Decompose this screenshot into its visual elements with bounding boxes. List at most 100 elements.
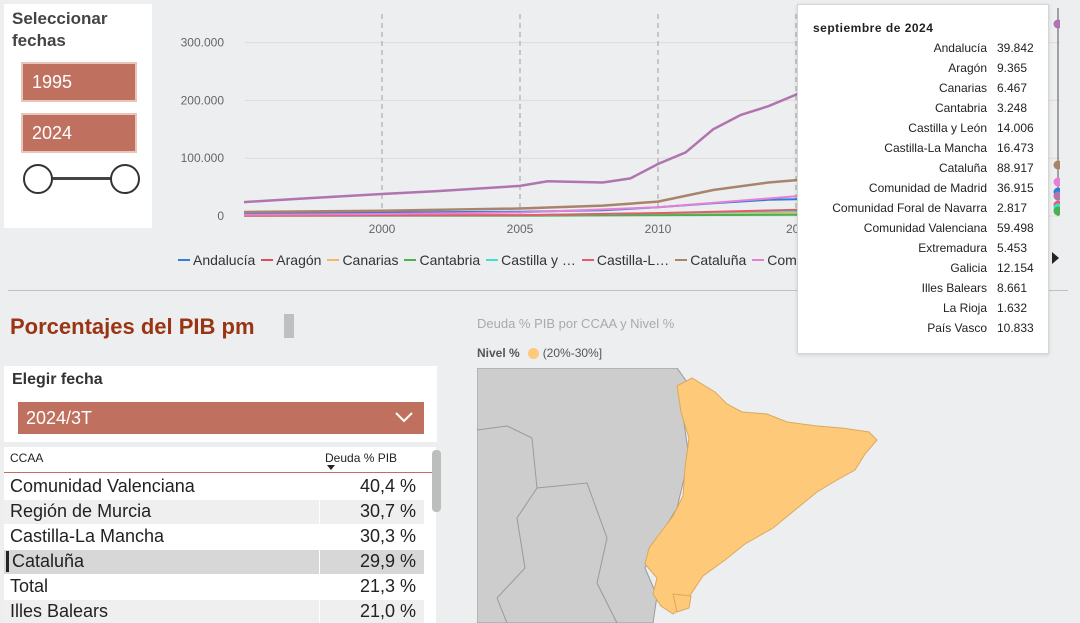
table-row[interactable]: Illes Balears 21,0 %	[4, 600, 424, 623]
tooltip-row: Comunidad Foral de Navarra 2.817	[798, 201, 1050, 221]
tooltip-row-name: Comunidad Foral de Navarra	[832, 201, 987, 215]
tooltip-row: Cataluña 88.917	[798, 161, 1050, 181]
legend-label: Canarias	[342, 252, 399, 268]
table-cell-debt: 40,4 %	[359, 476, 416, 496]
column-header-debt[interactable]: Deuda % PIB	[325, 451, 398, 465]
legend-label: Andalucía	[193, 252, 256, 268]
tooltip-row: Comunidad de Madrid 36.915	[798, 181, 1050, 201]
legend-label: Com	[767, 252, 797, 268]
tooltip-row-name: Castilla y León	[908, 121, 987, 135]
legend-label: Castilla y …	[501, 252, 576, 268]
legend-item[interactable]: Castilla-L…	[581, 250, 669, 270]
table-cell-ccaa: Total	[10, 576, 49, 596]
series-line-castilla-l-[interactable]	[243, 208, 824, 217]
tooltip-row-name: Comunidad de Madrid	[868, 181, 987, 195]
map-legend-label[interactable]: (20%-30%]	[542, 346, 603, 360]
tooltip-row-value: 2.817	[997, 201, 1028, 215]
legend-item[interactable]: Castilla y …	[486, 250, 576, 270]
y-tick-label: 0	[217, 209, 224, 223]
table-cell-ccaa: Illes Balears	[10, 601, 109, 621]
tooltip-row-value: 36.915	[997, 181, 1034, 195]
date-select-label: Elegir fecha	[12, 371, 103, 388]
start-date-input[interactable]: 1995	[21, 62, 137, 102]
legend-swatch	[261, 259, 274, 261]
tooltip-row-name: La Rioja	[942, 301, 987, 315]
tooltip-row: Castilla-La Mancha 16.473	[798, 141, 1050, 161]
legend-next-arrow-icon[interactable]	[1052, 252, 1059, 264]
map-title: Deuda % PIB por CCAA y Nivel %	[477, 316, 675, 331]
legend-item[interactable]: Com	[752, 250, 797, 270]
legend-swatch	[327, 259, 340, 261]
legend-swatch	[486, 259, 499, 261]
series-line-catalu-a[interactable]	[243, 176, 824, 214]
legend-item[interactable]: Andalucía	[178, 250, 255, 270]
tooltip-row-name: Cantabria	[934, 101, 987, 115]
legend-item[interactable]: Cantabria	[404, 250, 480, 270]
end-date-input[interactable]: 2024	[21, 113, 137, 153]
date-select-card: Elegir fecha 2024/3T	[4, 366, 437, 442]
date-select-dropdown[interactable]: 2024/3T	[18, 402, 424, 434]
slider-end-handle[interactable]	[110, 164, 140, 194]
table-cell-debt: 21,0 %	[359, 601, 416, 621]
tooltip-row: Canarias 6.467	[798, 81, 1050, 101]
ccaa-map[interactable]	[477, 368, 917, 623]
tooltip-title: septiembre de 2024	[813, 21, 934, 35]
tooltip-row-name: Comunidad Valenciana	[863, 221, 987, 235]
series-line-comunidad-de-madrid[interactable]	[243, 77, 825, 204]
legend-item[interactable]: Canarias	[327, 250, 398, 270]
table-row[interactable]: Región de Murcia 30,7 %	[4, 500, 424, 524]
chart-tooltip: septiembre de 2024 Andalucía 39.842 Aragón…	[797, 4, 1049, 354]
date-select-value: 2024/3T	[26, 408, 93, 428]
table-cell-ccaa: Región de Murcia	[10, 501, 152, 521]
chevron-down-icon	[395, 412, 413, 423]
legend-item[interactable]: Aragón	[261, 250, 321, 270]
tooltip-row-name: Andalucía	[933, 41, 987, 55]
slider-start-handle[interactable]	[23, 164, 53, 194]
table-scrollbar[interactable]	[432, 450, 441, 512]
series-endpoint-marker	[1053, 19, 1060, 29]
table-cell-separator	[319, 575, 320, 599]
chart-legend: Andalucía Aragón Canarias Cantabria Castilla…	[178, 250, 803, 270]
series-endpoint-marker	[1053, 206, 1060, 216]
legend-swatch	[675, 259, 688, 261]
column-header-ccaa[interactable]: CCAA	[10, 451, 44, 465]
table-cell-separator	[319, 475, 320, 499]
tooltip-row: Cantabria 3.248	[798, 101, 1050, 121]
tooltip-row: Andalucía 39.842	[798, 41, 1050, 61]
table-cell-separator	[319, 600, 320, 623]
table-header: CCAA Deuda % PIB	[4, 447, 436, 473]
table-row[interactable]: Total 21,3 %	[4, 575, 424, 599]
tooltip-row-value: 39.842	[997, 41, 1034, 55]
tooltip-row-value: 1.632	[997, 301, 1028, 315]
tooltip-row: Illes Balears 8.661	[798, 281, 1050, 301]
legend-item[interactable]: Cataluña	[675, 250, 746, 270]
debt-table: CCAA Deuda % PIB Comunidad Valenciana 40,…	[4, 447, 436, 623]
legend-swatch	[581, 259, 594, 261]
tooltip-row-name: Galicia	[950, 261, 987, 275]
table-row[interactable]: Comunidad Valenciana 40,4 %	[4, 475, 424, 499]
table-cell-separator	[319, 500, 320, 524]
table-row[interactable]: Cataluña 29,9 %	[4, 550, 424, 574]
map-region-catalonia[interactable]	[644, 377, 878, 615]
tooltip-row-name: Aragón	[948, 61, 987, 75]
tooltip-row-name: Extremadura	[918, 241, 987, 255]
legend-label: Cantabria	[419, 252, 481, 268]
series-line-comunidad-valenciana[interactable]	[243, 193, 824, 216]
table-row[interactable]: Castilla-La Mancha 30,3 %	[4, 525, 424, 549]
map-legend-title: Nivel %	[477, 346, 520, 360]
y-tick-label: 100.000	[181, 151, 225, 165]
table-cell-debt: 30,3 %	[359, 526, 416, 546]
y-tick-label: 200.000	[181, 93, 225, 107]
map-delta-ebro	[672, 593, 692, 613]
table-cell-debt: 29,9 %	[359, 551, 416, 571]
tooltip-row: Castilla y León 14.006	[798, 121, 1050, 141]
map-legend-swatch	[527, 347, 539, 359]
tooltip-row: Extremadura 5.453	[798, 241, 1050, 261]
legend-swatch	[752, 259, 765, 261]
table-cell-debt: 30,7 %	[359, 501, 416, 521]
legend-label: Cataluña	[690, 252, 747, 268]
tooltip-row: Comunidad Valenciana 59.498	[798, 221, 1050, 241]
tooltip-row: Aragón 9.365	[798, 61, 1050, 81]
y-tick-label: 300.000	[181, 36, 225, 50]
